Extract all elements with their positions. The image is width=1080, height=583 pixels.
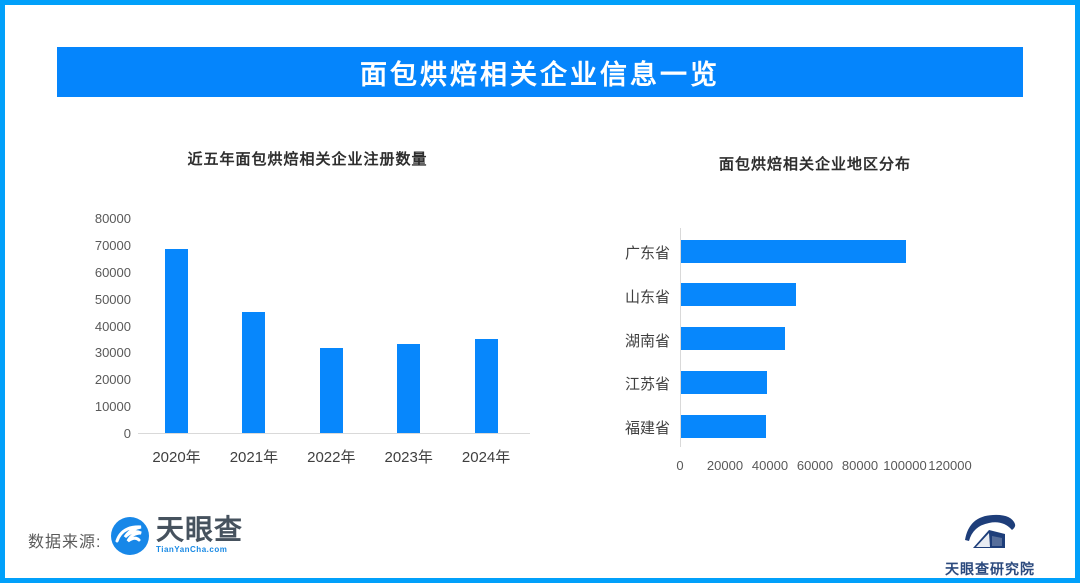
x-tick-label: 0 [676,458,684,473]
y-tick-label: 10000 [94,399,131,415]
bar-chart-plot: 广东省山东省湖南省江苏省福建省 0 20000 40000 60000 80000 1000… [600,140,1030,485]
region-bar-chart: 面包烘焙相关企业地区分布 广东省山东省湖南省江苏省福建省 0 20000 40000 6… [600,140,1030,485]
x-tick-label: 80000 [841,458,879,473]
x-tick-label: 120000 [928,458,972,473]
horizontal-bar [681,414,767,438]
y-category-label: 江苏省 [624,376,670,394]
tianyancha-logo-icon [110,516,150,561]
y-tick-label: 40000 [94,318,131,334]
y-axis-line [680,228,681,447]
tianyancha-logo-text: 天眼查 [156,514,244,545]
horizontal-bar [681,283,796,307]
bar-chart-title: 面包烘焙相关企业地区分布 [718,156,911,173]
x-tick-label: 40000 [751,458,789,473]
y-category-label: 广东省 [624,245,670,262]
y-category-label: 山东省 [624,288,670,306]
x-tick-label: 100000 [883,458,927,473]
x-category-label: 2024年 [461,449,511,466]
x-category-label: 2023年 [384,449,433,466]
x-tick-label: 20000 [706,458,744,473]
y-tick-label: 60000 [94,264,131,280]
registrations-column-chart: 近五年面包烘焙相关企业注册数量 0 10000 20000 30000 40000 500… [85,140,530,475]
page-title: 面包烘焙相关企业信息一览 [360,59,720,90]
y-tick-label: 70000 [94,237,131,253]
y-tick-label: 20000 [94,372,131,388]
column-bar [397,344,421,433]
column-bar [242,312,266,433]
horizontal-bar [681,327,785,350]
y-tick-label: 80000 [94,211,131,226]
tianyancha-domain-text: TianYanCha.com [156,545,228,554]
y-category-label: 福建省 [624,420,670,437]
institute-logo-text: 天眼查研究院 [945,561,1035,577]
x-category-label: 2020年 [152,449,201,466]
x-axis-line [138,433,530,434]
column-bar [319,348,343,433]
y-tick-label: 0 [123,426,131,441]
x-category-label: 2021年 [229,449,279,466]
x-category-label: 2022年 [307,449,356,466]
horizontal-bar [681,239,906,263]
column-bar [474,338,498,433]
column-chart-plot: 0 10000 20000 30000 40000 50000 60000 70000 8000… [85,140,530,475]
tianyancha-logo: 天眼查 TianYanCha.com [110,516,243,561]
institute-logo-icon [959,510,1021,557]
x-tick-label: 60000 [796,458,834,473]
y-tick-label: 30000 [94,345,131,361]
horizontal-bar [681,370,767,394]
column-bar [165,248,188,433]
y-category-label: 湖南省 [624,332,670,350]
y-tick-label: 50000 [94,291,131,307]
main-title-banner: 面包烘焙相关企业信息一览 [57,47,1023,97]
data-source-label: 数据来源: [28,534,102,551]
column-chart-title: 近五年面包烘焙相关企业注册数量 [187,151,428,168]
tianyancha-institute-logo: 天眼查研究院 [935,510,1045,579]
